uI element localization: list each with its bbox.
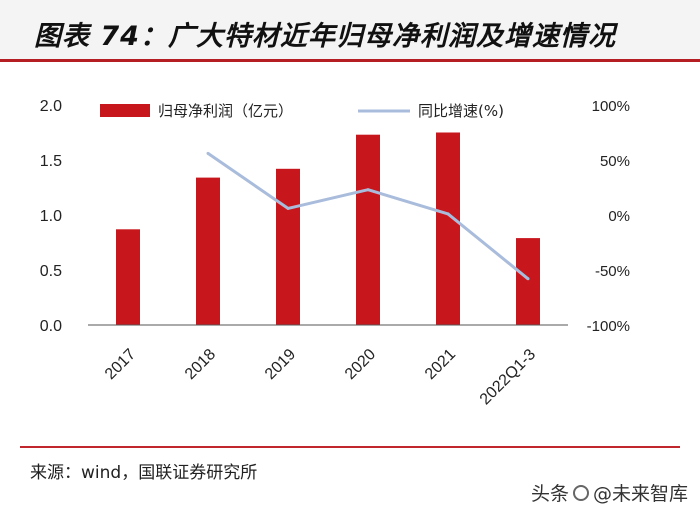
growth-point-2022Q1-3 [526, 277, 530, 281]
x-tick-label: 2019 [262, 346, 299, 383]
x-tick-label: 2018 [182, 346, 219, 383]
title-bar: 图表 74：广大特材近年归母净利润及增速情况 [0, 0, 700, 62]
chart: 0.0 0.5 1.0 1.5 2.0 -100% -50% 0% 50% 100% 2017 201… [40, 98, 630, 408]
watermark-prefix: 头条 [530, 483, 569, 505]
growth-point-2018 [206, 151, 210, 155]
bar-2022Q1-3 [516, 238, 540, 325]
y-left-tick-label: 0.5 [40, 263, 62, 280]
y-left-tick-label: 0.0 [40, 318, 62, 335]
bar-2021 [436, 132, 460, 325]
y-left-tick-label: 2.0 [40, 98, 62, 115]
y-right-tick-label: 0% [608, 208, 630, 225]
y-left-tick-label: 1.5 [40, 153, 62, 170]
y-right-tick-label: 100% [592, 98, 630, 115]
watermark: 头条 @未来智库 [531, 479, 688, 506]
x-tick-label: 2020 [342, 346, 379, 383]
legend-label-bar: 归母净利润（亿元） [158, 102, 293, 120]
y-right-tick-label: -100% [587, 318, 630, 335]
growth-point-2019 [286, 206, 290, 210]
x-tick-label: 2021 [422, 346, 459, 383]
growth-point-2021 [446, 212, 450, 216]
x-tick-label: 2017 [102, 346, 139, 383]
bar-2017 [116, 229, 140, 325]
x-tick-label: 2022Q1-3 [477, 346, 539, 408]
growth-point-2020 [366, 188, 370, 192]
watermark-suffix: @未来智库 [592, 483, 688, 505]
y-left-tick-label: 1.0 [40, 208, 62, 225]
watermark-icon [572, 484, 589, 501]
footer-divider [20, 446, 680, 448]
legend-label-line: 同比增速(%) [418, 102, 504, 120]
page-title: 图表 74：广大特材近年归母净利润及增速情况 [34, 21, 616, 52]
y-right-tick-label: 50% [600, 153, 630, 170]
bar-2020 [356, 134, 380, 325]
y-right-tick-label: -50% [595, 263, 630, 280]
legend-swatch-bar [100, 104, 150, 117]
bar-2019 [276, 168, 300, 325]
source-note: 来源：wind，国联证券研究所 [30, 463, 258, 483]
bar-2018 [196, 177, 220, 325]
